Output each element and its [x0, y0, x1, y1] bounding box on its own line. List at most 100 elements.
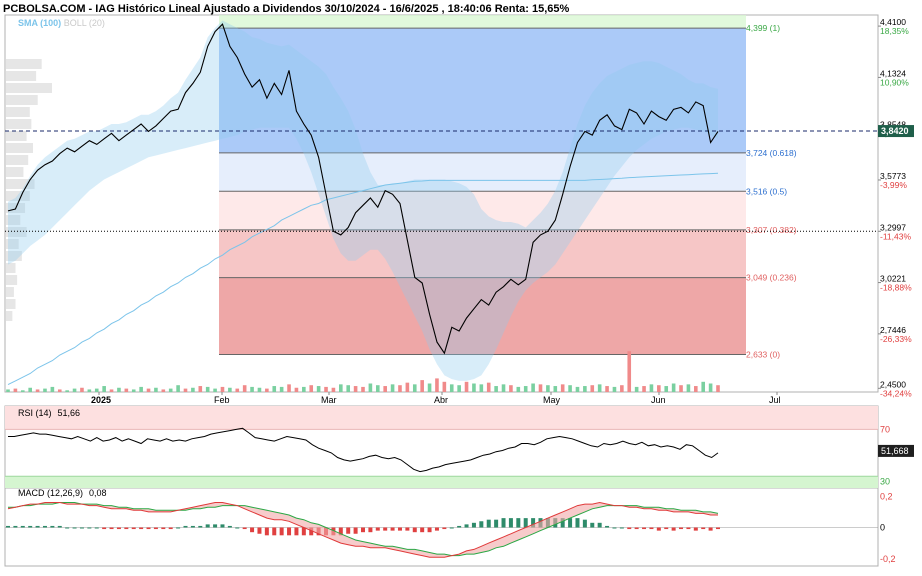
volume-profile-bar: [6, 83, 52, 93]
macd-histogram-bar: [375, 527, 380, 531]
macd-histogram-bar: [309, 527, 314, 536]
volume-bar: [686, 384, 691, 392]
volume-profile-bar: [6, 131, 27, 141]
macd-histogram-bar: [109, 527, 114, 530]
volume-bar: [612, 386, 617, 392]
legend-boll: BOLL (20): [63, 18, 105, 28]
volume-bar: [65, 390, 69, 392]
volume-profile-bar: [6, 311, 13, 321]
rsi-tick-label: 70: [880, 424, 890, 434]
volume-bar: [161, 389, 166, 392]
volume-profile-bar: [6, 239, 19, 249]
macd-histogram-bar: [390, 527, 395, 531]
volume-bar: [405, 382, 410, 392]
volume-bar: [361, 386, 365, 392]
macd-histogram-bar: [619, 527, 624, 529]
macd-histogram-bar: [420, 527, 425, 533]
x-tick-label: Feb: [214, 395, 230, 405]
macd-histogram-bar: [642, 527, 647, 530]
rsi-tick-label: 30: [880, 476, 890, 486]
volume-profile-bar: [6, 275, 18, 285]
macd-histogram-bar: [198, 525, 203, 528]
macd-histogram-bar: [87, 527, 92, 529]
macd-histogram-bar: [353, 527, 358, 534]
rsi-current-label: 51,668: [881, 446, 909, 456]
volume-bar: [235, 388, 240, 392]
volume-bar: [294, 387, 299, 392]
x-tick-label: May: [543, 395, 561, 405]
macd-histogram-bar: [464, 524, 469, 528]
y-pct-label: -3,99%: [880, 180, 907, 190]
macd-histogram-bar: [287, 527, 292, 536]
volume-bar: [6, 389, 10, 392]
macd-histogram-bar: [65, 527, 70, 529]
volume-bar: [28, 387, 32, 392]
volume-bar: [546, 385, 550, 392]
macd-histogram-bar: [242, 527, 247, 530]
volume-bar: [242, 385, 247, 392]
macd-histogram-bar: [168, 527, 173, 530]
x-tick-label: 2025: [91, 395, 111, 405]
macd-histogram-bar: [235, 527, 240, 529]
volume-bar: [412, 384, 417, 392]
macd-histogram-bar: [693, 527, 698, 531]
volume-bar: [183, 388, 188, 392]
macd-signal-line: [8, 502, 719, 557]
y-pct-label: 10,90%: [880, 77, 909, 87]
volume-bar: [205, 386, 210, 392]
rsi-current: 51,66: [57, 408, 81, 418]
volume-bar: [472, 383, 476, 392]
volume-bar: [228, 387, 232, 392]
volume-bar: [57, 389, 62, 392]
volume-bar: [509, 385, 513, 392]
y-tick-label: 4,4100: [880, 17, 906, 27]
y-pct-label: -18,88%: [880, 283, 912, 293]
volume-profile-bar: [6, 95, 38, 105]
macd-histogram-bar: [427, 527, 432, 533]
sma-line: [7, 172, 719, 386]
volume-bar: [257, 387, 262, 392]
current-price-label: 3,8420: [881, 126, 909, 136]
macd-histogram-bar: [250, 527, 255, 533]
macd-histogram-bar: [257, 527, 262, 534]
volume-bar: [316, 386, 321, 392]
macd-tick-label: -0,2: [880, 554, 896, 564]
y-pct-label: -34,24%: [880, 388, 912, 398]
macd-histogram-bar: [279, 527, 284, 536]
volume-bar: [694, 386, 698, 392]
y-tick-label: 3,2997: [880, 222, 906, 232]
macd-histogram-bar: [656, 527, 661, 531]
macd-histogram-bar: [405, 527, 410, 531]
volume-bar: [20, 390, 25, 392]
macd-histogram-bar: [582, 519, 587, 528]
volume-bar: [339, 384, 343, 392]
fib-level-label: 3,724 (0.618): [746, 148, 797, 158]
macd-histogram-bar: [531, 518, 536, 528]
volume-bar: [72, 388, 77, 392]
x-tick-label: Abr: [434, 395, 448, 405]
macd-histogram-bar: [346, 527, 351, 534]
y-tick-label: 4,1324: [880, 68, 906, 78]
macd-histogram-bar: [176, 527, 181, 529]
rsi-line: [8, 427, 719, 473]
volume-bar: [538, 384, 543, 392]
volume-bar: [457, 385, 461, 392]
volume-bar: [198, 386, 203, 392]
macd-histogram-bar: [57, 525, 62, 528]
volume-profile-bar: [6, 299, 16, 309]
fib-zone: [219, 15, 746, 29]
volume-profile-bar: [6, 155, 29, 165]
volume-bar: [634, 386, 639, 392]
volume-bar: [479, 384, 484, 392]
rsi-oversold-band: [5, 476, 878, 488]
macd-histogram-bar: [442, 527, 447, 530]
volume-bar: [213, 388, 217, 392]
macd-histogram-bar: [50, 525, 55, 528]
volume-bar: [154, 387, 158, 392]
macd-histogram-bar: [560, 518, 565, 528]
volume-bar: [265, 388, 269, 392]
macd-histogram-bar: [701, 527, 706, 530]
volume-bar: [553, 386, 558, 392]
rsi-current-box: [878, 444, 914, 457]
macd-histogram-bar: [264, 527, 269, 536]
